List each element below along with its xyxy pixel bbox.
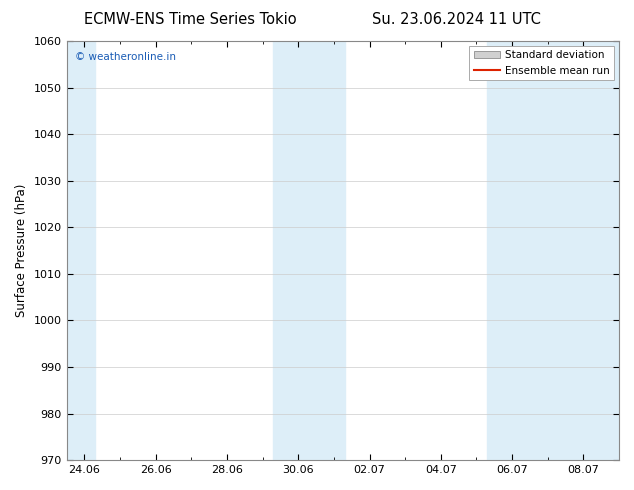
Bar <box>273 41 344 460</box>
Legend: Standard deviation, Ensemble mean run: Standard deviation, Ensemble mean run <box>469 46 614 80</box>
Bar <box>487 41 619 460</box>
Text: Su. 23.06.2024 11 UTC: Su. 23.06.2024 11 UTC <box>372 12 541 27</box>
Y-axis label: Surface Pressure (hPa): Surface Pressure (hPa) <box>15 184 28 318</box>
Text: ECMW-ENS Time Series Tokio: ECMW-ENS Time Series Tokio <box>84 12 297 27</box>
Text: © weatheronline.in: © weatheronline.in <box>75 51 176 62</box>
Bar <box>67 41 95 460</box>
